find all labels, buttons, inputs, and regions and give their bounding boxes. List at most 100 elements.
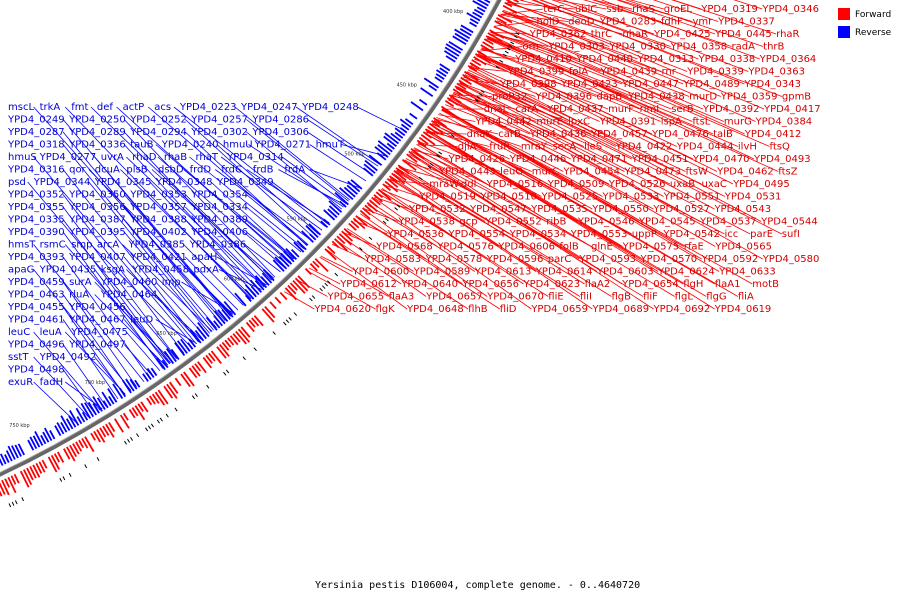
reverse-gene-block [260, 276, 270, 286]
leader-line [416, 144, 532, 210]
gene-label: YPD4_0318 [7, 140, 65, 151]
forward-gene-block [240, 326, 251, 338]
reverse-gene-block [476, 0, 489, 7]
reverse-gene-block [80, 402, 92, 419]
leader-line [125, 331, 161, 371]
leader-line [384, 184, 420, 197]
gene-label: rhaR [776, 29, 799, 40]
forward-gene-block [428, 122, 444, 134]
forward-gene-block [50, 454, 60, 470]
forward-gene-block [287, 284, 297, 295]
forward-gene-block [294, 277, 309, 292]
leader-line [493, 26, 770, 147]
feature-mark [288, 317, 292, 321]
leader-line [157, 156, 285, 269]
leader-line [411, 150, 654, 310]
forward-gene-block [26, 467, 34, 481]
gene-label: YPD4_0593 [578, 254, 636, 265]
reverse-gene-block [327, 208, 338, 218]
forward-gene-block [1, 479, 10, 496]
gene-label: YPD4_0689 [591, 304, 649, 315]
gene-label: YPD4_0354 [190, 190, 248, 201]
reverse-gene-block [473, 8, 484, 16]
genome-backbone-ring [0, 0, 538, 508]
gene-label: sufI [782, 229, 800, 240]
leader-line [123, 256, 197, 345]
forward-gene-block [384, 180, 399, 193]
reverse-gene-block [65, 418, 74, 430]
feature-mark [156, 419, 160, 424]
reverse-gene-block [161, 359, 169, 369]
gene-label: YPD4_0350 [68, 190, 126, 201]
reverse-gene-block [404, 118, 414, 126]
forward-gene-block [460, 76, 472, 86]
reverse-gene-block [170, 348, 180, 361]
leader-line [62, 294, 131, 392]
gene-label: YPD4_0492 [39, 352, 97, 363]
gene-label: YPD4_0348 [155, 177, 213, 188]
forward-gene-block [208, 352, 216, 362]
gene-label: YPD4_0473 [623, 167, 681, 178]
gene-label: YPD4_0471 [570, 154, 628, 165]
forward-gene-block [366, 202, 378, 213]
leader-line [33, 269, 132, 391]
reverse-gene-block [390, 132, 402, 142]
forward-gene-block [7, 476, 17, 494]
reverse-gene-block [60, 421, 68, 433]
forward-gene-block [456, 82, 467, 90]
reverse-gene-block [254, 275, 268, 289]
reverse-gene-block [394, 131, 404, 139]
leader-line [476, 55, 734, 185]
reverse-gene-block [466, 12, 481, 22]
forward-gene-block [373, 194, 383, 203]
reverse-gene-block [108, 395, 115, 405]
reverse-gene-block [217, 309, 229, 323]
feature-mark [450, 134, 455, 138]
backbone-arc [0, 0, 502, 477]
leader-line [123, 231, 210, 334]
feature-mark [147, 425, 152, 430]
reverse-gene-block [339, 187, 354, 201]
forward-gene-block [487, 32, 503, 43]
reverse-gene-block [60, 415, 71, 431]
reverse-gene-block [261, 272, 273, 284]
gene-label: YPD4_0603 [596, 267, 654, 278]
forward-gene-block [248, 319, 256, 328]
leader-line [487, 36, 739, 147]
forward-gene-block [331, 240, 340, 249]
forward-gene-block [471, 59, 482, 67]
reverse-gene-block [213, 310, 226, 325]
gene-label: YPD4_0349 [216, 177, 274, 188]
forward-gene-block [343, 227, 352, 236]
feature-mark [418, 176, 423, 181]
forward-gene-block [163, 385, 174, 399]
reverse-gene-block [296, 240, 307, 251]
reverse-gene-block [278, 255, 290, 268]
reverse-gene-block [187, 342, 194, 350]
gene-label: uxaB [670, 179, 695, 190]
gene-label: YPD4_0575 [622, 242, 680, 253]
gene-label: YPD4_0283 [599, 17, 657, 28]
forward-gene-block [122, 412, 129, 421]
gene-label: YPD4_0519 [418, 192, 476, 203]
leader-line [123, 344, 153, 377]
leader-line [64, 331, 126, 395]
gene-label: YPD4_0385 [128, 240, 186, 251]
leader-line [592, 0, 732, 47]
reverse-gene-block [420, 87, 434, 97]
leader-line [652, 0, 719, 22]
gene-label: YPD4_0339 [686, 67, 744, 78]
forward-gene-block [292, 280, 306, 294]
reverse-gene-block [92, 402, 100, 414]
forward-gene-block [495, 17, 507, 25]
gene-label: YPD4_0640 [400, 279, 458, 290]
gene-label: YPD4_0440 [575, 54, 633, 65]
forward-gene-block [279, 291, 288, 301]
gene-label: YPD4_0426 [447, 154, 505, 165]
reverse-gene-block [400, 123, 410, 131]
leader-line [27, 181, 177, 359]
leader-line [246, 131, 342, 210]
leader-line [94, 269, 169, 366]
gene-label: YPD4_0338 [698, 54, 756, 65]
gene-label: flhB [468, 304, 488, 315]
